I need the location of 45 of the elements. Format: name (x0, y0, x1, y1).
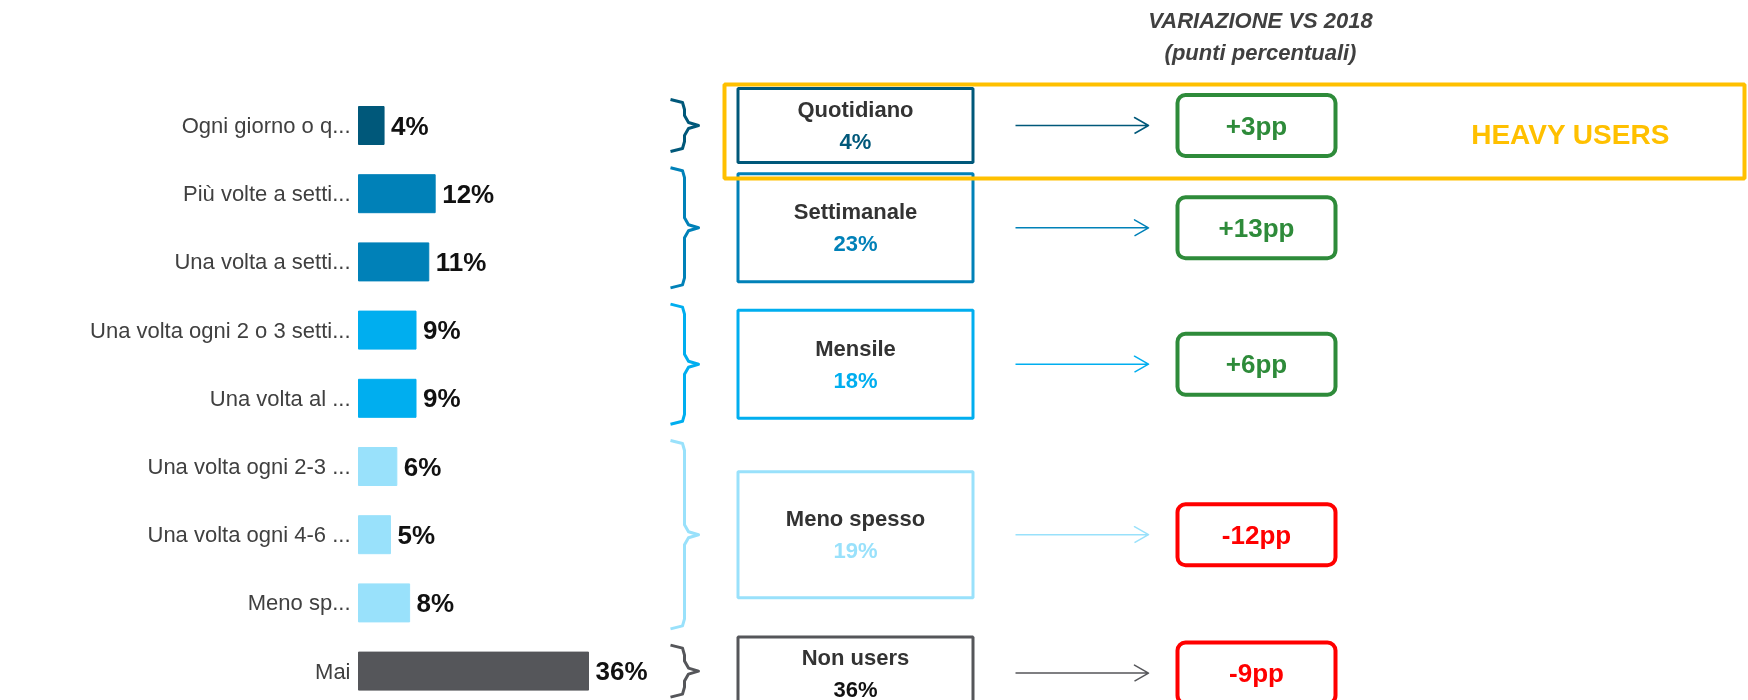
text: (punti percentuali) (1164, 40, 1357, 65)
data-label: 11% (435, 246, 487, 277)
bar (358, 447, 398, 486)
text: +6pp (1225, 349, 1288, 380)
bar (358, 174, 436, 214)
text: 19% (833, 538, 878, 564)
data-label: 5% (397, 519, 436, 550)
data-label: 9% (423, 383, 461, 414)
y-tick-label: Mai (315, 658, 351, 684)
text: 18% (833, 367, 878, 393)
y-tick-label: Una volta ogni 4-6 ... (147, 522, 351, 548)
y-tick-label: Una volta a setti... (174, 249, 351, 275)
bar (358, 106, 385, 145)
y-tick-label: Più volte a setti... (182, 181, 351, 207)
text: Quotidiano (797, 97, 914, 122)
text: -9pp (1229, 658, 1284, 689)
data-label: 4% (391, 110, 429, 141)
bar (358, 242, 430, 282)
text: -12pp (1221, 519, 1292, 550)
bar (358, 651, 589, 691)
text: VARIAZIONE VS 2018 (1148, 8, 1374, 33)
text: 23% (833, 231, 878, 257)
bar (358, 583, 411, 623)
bar (358, 378, 417, 418)
text: Settimanale (793, 199, 918, 225)
text: +3pp (1225, 110, 1288, 141)
text: Meno spesso (785, 506, 926, 532)
text: Mensile (815, 335, 896, 361)
y-tick-label: Una volta ogni 2-3 ... (147, 454, 351, 479)
data-label: 9% (423, 315, 461, 346)
y-tick-label: Meno sp... (247, 590, 351, 616)
text: Non users (801, 644, 910, 670)
data-label: 6% (403, 451, 442, 482)
text: +13pp (1218, 212, 1295, 243)
text: 4% (839, 129, 872, 154)
text: HEAVY USERS (1471, 119, 1670, 150)
data-label: 36% (595, 656, 648, 687)
bar (358, 515, 391, 555)
bar (358, 310, 417, 350)
y-tick-label: Ogni giorno o q... (181, 113, 351, 138)
data-label: 8% (416, 587, 455, 618)
y-tick-label: Una volta al ... (209, 385, 351, 411)
y-tick-label: Una volta ogni 2 o 3 setti... (90, 317, 351, 343)
text: 36% (833, 676, 878, 700)
data-label: 12% (442, 178, 495, 209)
